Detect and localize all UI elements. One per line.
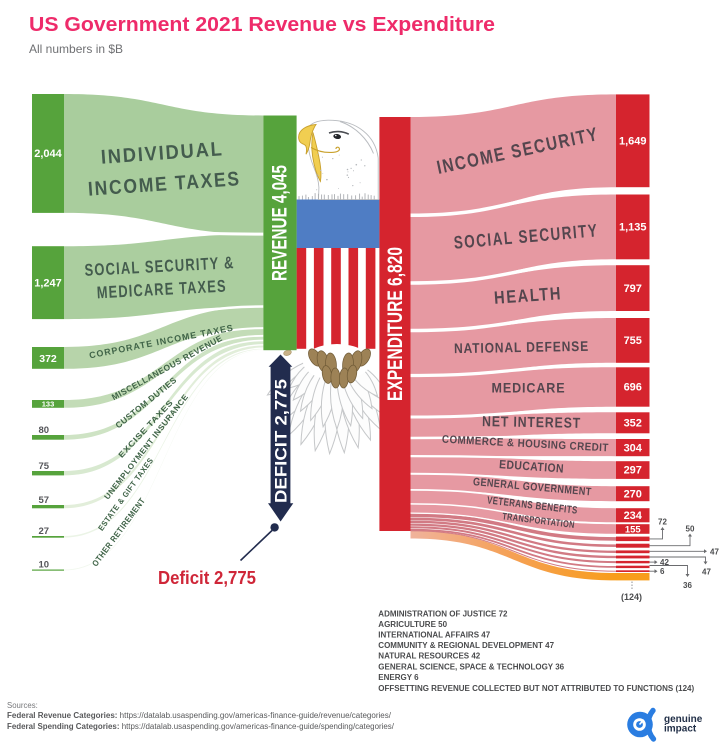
svg-text:impact: impact bbox=[664, 724, 697, 735]
svg-text:Deficit 2,775: Deficit 2,775 bbox=[158, 568, 256, 588]
svg-text:1,135: 1,135 bbox=[619, 222, 647, 234]
svg-text:133: 133 bbox=[42, 400, 55, 409]
svg-text:REVENUE 4,045: REVENUE 4,045 bbox=[269, 165, 292, 281]
svg-text:57: 57 bbox=[39, 495, 50, 506]
svg-text:NATURAL RESOURCES 42: NATURAL RESOURCES 42 bbox=[378, 652, 480, 661]
svg-text:297: 297 bbox=[624, 465, 642, 477]
svg-text:372: 372 bbox=[39, 353, 57, 365]
svg-text:36: 36 bbox=[683, 581, 692, 590]
svg-text:80: 80 bbox=[39, 425, 50, 436]
svg-text:47: 47 bbox=[710, 547, 719, 556]
svg-text:DEFICIT 2,775: DEFICIT 2,775 bbox=[273, 379, 291, 503]
svg-text:42: 42 bbox=[660, 558, 669, 567]
svg-text:304: 304 bbox=[624, 442, 643, 454]
svg-text:155: 155 bbox=[625, 525, 642, 536]
svg-text:10: 10 bbox=[39, 560, 50, 571]
svg-text:696: 696 bbox=[624, 382, 642, 394]
svg-text:All numbers in $B: All numbers in $B bbox=[29, 42, 123, 56]
svg-text:OFFSETTING REVENUE COLLECTED B: OFFSETTING REVENUE COLLECTED BUT NOT ATT… bbox=[378, 684, 694, 693]
svg-text:ENERGY 6: ENERGY 6 bbox=[378, 673, 419, 682]
svg-text:Federal Revenue Categories: ht: Federal Revenue Categories: https://data… bbox=[7, 711, 392, 720]
svg-text:US Government 2021 Revenue vs: US Government 2021 Revenue vs Expenditur… bbox=[29, 14, 495, 36]
svg-text:Federal Spending Categories: h: Federal Spending Categories: https://dat… bbox=[7, 722, 395, 731]
svg-text:1,247: 1,247 bbox=[34, 278, 62, 290]
svg-text:234: 234 bbox=[624, 510, 643, 522]
svg-text:MEDICARE: MEDICARE bbox=[492, 379, 566, 395]
svg-text:INTERNATIONAL AFFAIRS 47: INTERNATIONAL AFFAIRS 47 bbox=[378, 631, 490, 640]
svg-text:2,044: 2,044 bbox=[34, 148, 62, 160]
svg-text:797: 797 bbox=[624, 283, 642, 295]
svg-text:EXPENDITURE 6,820: EXPENDITURE 6,820 bbox=[384, 247, 407, 401]
svg-text:GENERAL SCIENCE, SPACE & TECHN: GENERAL SCIENCE, SPACE & TECHNOLOGY 36 bbox=[378, 663, 564, 672]
svg-text:6: 6 bbox=[660, 567, 665, 576]
svg-text:352: 352 bbox=[624, 418, 642, 430]
svg-text:NATIONAL DEFENSE: NATIONAL DEFENSE bbox=[454, 338, 589, 356]
svg-text:EDUCATION: EDUCATION bbox=[499, 457, 565, 476]
svg-text:COMMUNITY & REGIONAL DEVELOPME: COMMUNITY & REGIONAL DEVELOPMENT 47 bbox=[378, 641, 554, 650]
svg-text:50: 50 bbox=[686, 525, 695, 534]
svg-text:HEALTH: HEALTH bbox=[493, 283, 562, 308]
svg-text:(124): (124) bbox=[621, 592, 642, 602]
svg-text:755: 755 bbox=[624, 335, 642, 347]
svg-text:NET INTEREST: NET INTEREST bbox=[482, 414, 581, 432]
svg-text:ADMINISTRATION OF JUSTICE 72: ADMINISTRATION OF JUSTICE 72 bbox=[378, 610, 508, 619]
svg-text:72: 72 bbox=[658, 518, 667, 527]
svg-text:Sources:: Sources: bbox=[7, 701, 38, 710]
svg-text:27: 27 bbox=[39, 526, 50, 537]
svg-text:genuine: genuine bbox=[664, 714, 703, 725]
svg-text:47: 47 bbox=[702, 568, 711, 577]
svg-text:1,649: 1,649 bbox=[619, 136, 647, 148]
svg-text:270: 270 bbox=[624, 488, 642, 500]
svg-text:75: 75 bbox=[39, 461, 50, 472]
svg-text:AGRICULTURE 50: AGRICULTURE 50 bbox=[378, 620, 447, 629]
